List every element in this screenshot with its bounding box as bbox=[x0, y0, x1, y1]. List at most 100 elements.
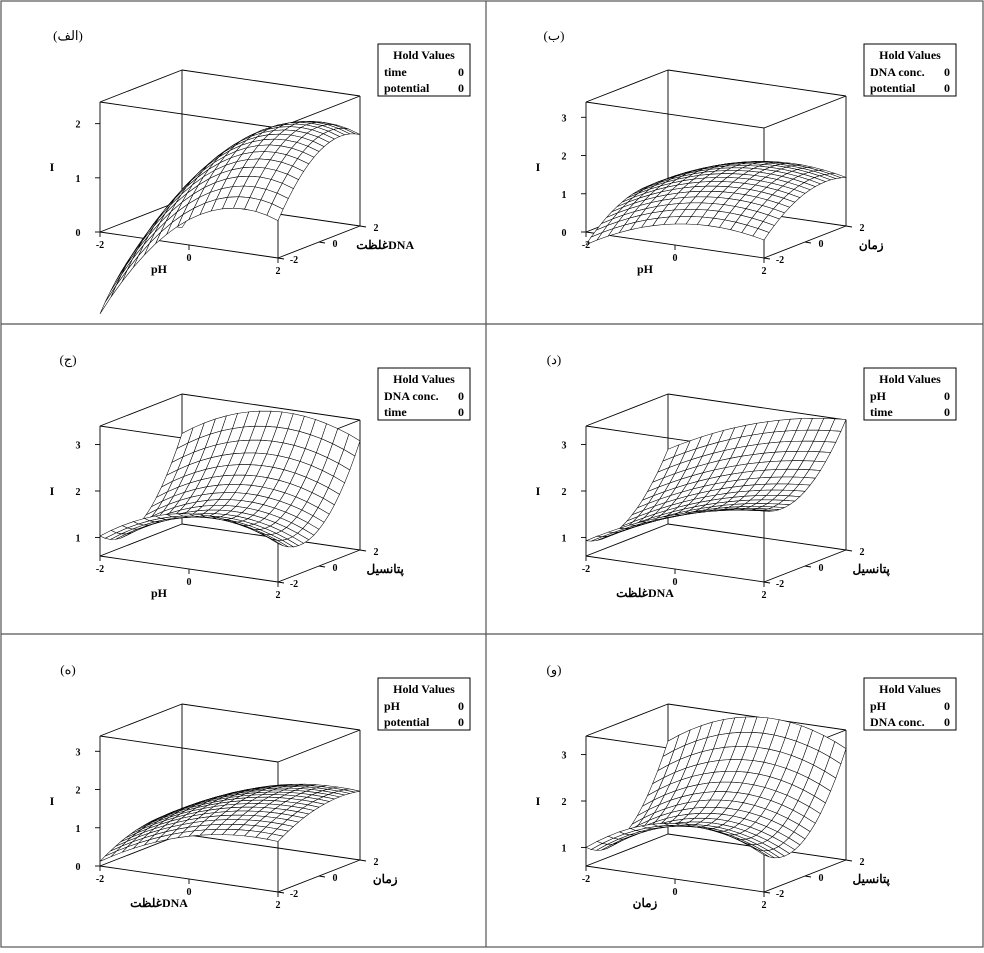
y-tick-label: 2 bbox=[374, 547, 379, 558]
hold-value-name: DNA conc. bbox=[384, 389, 439, 403]
hold-values-title: Hold Values bbox=[393, 372, 455, 386]
panel-label: (ه) bbox=[60, 662, 76, 677]
hold-value-name: time bbox=[384, 405, 407, 419]
z-tick-label: 0 bbox=[76, 862, 81, 873]
z-axis-label: I bbox=[50, 484, 55, 498]
z-tick-label: 2 bbox=[562, 797, 567, 808]
y-tick-label: 0 bbox=[333, 873, 338, 884]
box-edge bbox=[182, 70, 360, 96]
hold-values-title: Hold Values bbox=[393, 48, 455, 62]
x-axis-label: pH bbox=[637, 262, 654, 276]
z-tick-label: 2 bbox=[76, 786, 81, 797]
hold-value-name: DNA conc. bbox=[870, 715, 925, 729]
y-tick-label: -2 bbox=[290, 579, 298, 590]
y-tick-mark bbox=[764, 258, 770, 259]
y-tick-mark bbox=[319, 566, 325, 567]
surface-mesh-cell bbox=[111, 270, 127, 297]
panel-label: (و) bbox=[547, 662, 562, 678]
y-tick-label: -2 bbox=[290, 889, 298, 900]
z-axis-label: I bbox=[50, 794, 55, 808]
y-tick-label: 2 bbox=[374, 857, 379, 868]
y-tick-mark bbox=[846, 226, 852, 227]
y-tick-label: 0 bbox=[819, 239, 824, 250]
y-tick-label: 2 bbox=[374, 223, 379, 234]
box-edge bbox=[100, 70, 182, 102]
hold-value-name: time bbox=[870, 405, 893, 419]
hold-value-number: 0 bbox=[944, 715, 950, 729]
x-tick-label: 2 bbox=[762, 266, 767, 277]
box-edge bbox=[668, 394, 846, 420]
z-tick-label: 1 bbox=[562, 190, 567, 201]
hold-value-name: pH bbox=[870, 699, 887, 713]
y-tick-label: -2 bbox=[776, 889, 784, 900]
box-edge bbox=[100, 102, 278, 128]
z-axis-label: I bbox=[536, 484, 541, 498]
z-tick-label: 3 bbox=[562, 751, 567, 762]
hold-values-title: Hold Values bbox=[879, 48, 941, 62]
panel-label: (ب) bbox=[544, 28, 565, 43]
hold-value-number: 0 bbox=[944, 81, 950, 95]
x-axis-label: زمان bbox=[633, 896, 658, 911]
surface-mesh-cell bbox=[116, 259, 132, 285]
y-tick-label: -2 bbox=[290, 255, 298, 266]
z-tick-label: 1 bbox=[562, 533, 567, 544]
z-tick-label: 2 bbox=[76, 120, 81, 131]
box-edge bbox=[100, 394, 182, 426]
panel-label: (ج) bbox=[59, 352, 76, 368]
box-edge bbox=[100, 736, 278, 762]
hold-value-name: potential bbox=[870, 81, 916, 95]
x-tick-label: 0 bbox=[187, 253, 192, 264]
hold-value-number: 0 bbox=[944, 389, 950, 403]
x-axis-label: pH bbox=[151, 586, 168, 600]
y-tick-mark bbox=[805, 566, 811, 567]
z-tick-label: 0 bbox=[76, 228, 81, 239]
hold-value-number: 0 bbox=[458, 389, 464, 403]
y-tick-mark bbox=[278, 582, 284, 583]
x-tick-label: 0 bbox=[673, 887, 678, 898]
y-axis-label: زمان bbox=[373, 872, 398, 887]
hold-values-title: Hold Values bbox=[393, 682, 455, 696]
z-axis-label: I bbox=[536, 160, 541, 174]
z-tick-label: 2 bbox=[76, 487, 81, 498]
box-edge bbox=[100, 704, 182, 736]
y-tick-label: 0 bbox=[333, 239, 338, 250]
hold-value-number: 0 bbox=[944, 405, 950, 419]
z-tick-label: 3 bbox=[562, 441, 567, 452]
y-tick-mark bbox=[360, 860, 366, 861]
y-tick-mark bbox=[319, 876, 325, 877]
hold-values-title: Hold Values bbox=[879, 682, 941, 696]
box-edge bbox=[586, 394, 668, 426]
z-axis-label: I bbox=[536, 794, 541, 808]
y-tick-label: -2 bbox=[776, 255, 784, 266]
z-tick-label: 0 bbox=[562, 228, 567, 239]
box-edge bbox=[668, 524, 846, 550]
y-axis-label: پتانسیل bbox=[367, 562, 405, 576]
y-tick-mark bbox=[360, 226, 366, 227]
x-tick-label: 2 bbox=[762, 590, 767, 601]
hold-value-name: pH bbox=[384, 699, 401, 713]
y-tick-mark bbox=[846, 860, 852, 861]
z-tick-label: 2 bbox=[562, 152, 567, 163]
x-tick-label: 0 bbox=[673, 253, 678, 264]
z-tick-label: 3 bbox=[562, 113, 567, 124]
box-edge bbox=[668, 70, 846, 96]
hold-value-number: 0 bbox=[458, 81, 464, 95]
hold-value-number: 0 bbox=[458, 715, 464, 729]
y-tick-mark bbox=[278, 892, 284, 893]
z-tick-label: 1 bbox=[76, 533, 81, 544]
box-edge bbox=[764, 96, 846, 128]
x-tick-label: 0 bbox=[187, 577, 192, 588]
hold-value-number: 0 bbox=[944, 699, 950, 713]
z-axis-label: I bbox=[50, 160, 55, 174]
z-tick-label: 3 bbox=[76, 441, 81, 452]
y-tick-label: 0 bbox=[333, 563, 338, 574]
y-tick-mark bbox=[805, 242, 811, 243]
y-tick-mark bbox=[360, 550, 366, 551]
y-axis-label: زمان bbox=[859, 238, 884, 253]
